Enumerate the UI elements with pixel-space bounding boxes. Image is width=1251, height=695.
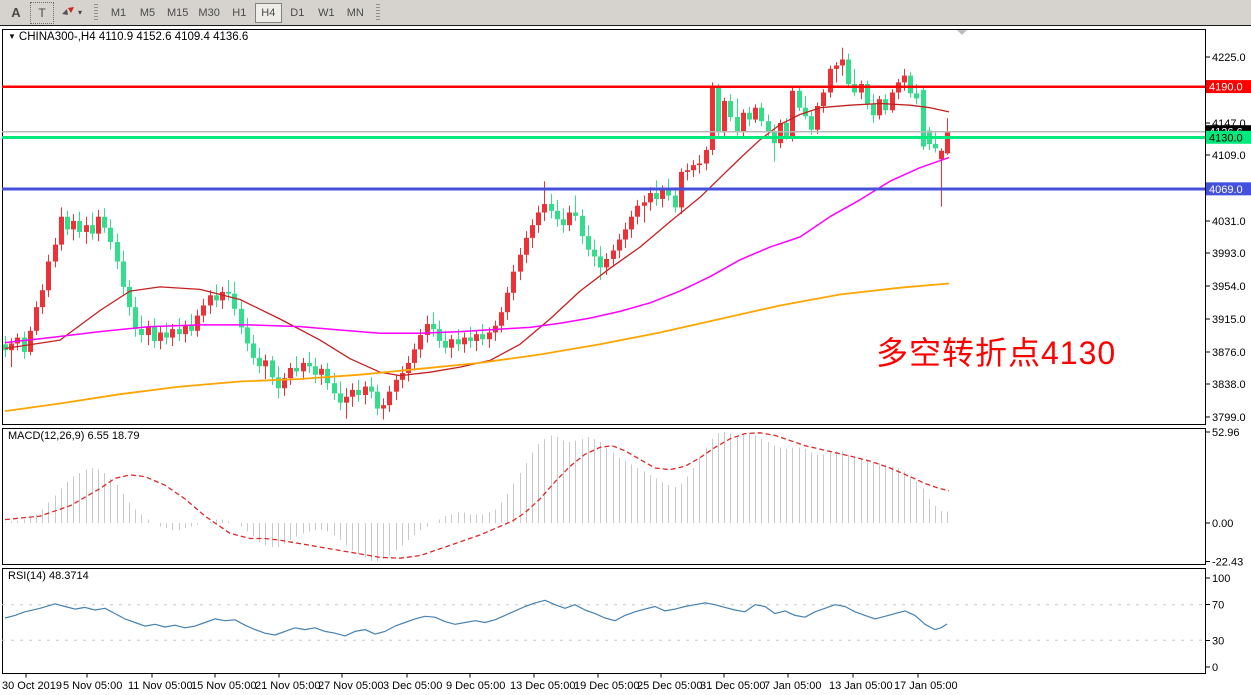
- svg-text:3838.0: 3838.0: [1212, 379, 1246, 391]
- arrows-tool-button[interactable]: ▾: [56, 2, 87, 24]
- toolbar-grip[interactable]: [375, 3, 380, 22]
- svg-text:25 Dec 05:00: 25 Dec 05:00: [637, 680, 702, 692]
- rsi-indicator-label: RSI(14) 48.3714: [8, 570, 89, 582]
- svg-text:15 Nov 05:00: 15 Nov 05:00: [191, 680, 256, 692]
- timeframe-button-m30[interactable]: M30: [194, 3, 223, 23]
- svg-text:0: 0: [1212, 662, 1218, 674]
- horizontal-lines-layer: [2, 85, 1205, 191]
- chart-shift-marker-icon: [957, 30, 967, 35]
- svg-text:4225.0: 4225.0: [1212, 52, 1246, 64]
- timeframe-button-d1[interactable]: D1: [284, 3, 311, 23]
- candles-layer: [3, 47, 950, 420]
- timeframe-button-h1[interactable]: H1: [226, 3, 253, 23]
- timeframe-button-group: M1 M5 M15 M30 H1 H4 D1 W1 MN: [104, 2, 370, 23]
- svg-text:19 Dec 05:00: 19 Dec 05:00: [574, 680, 639, 692]
- price-badge: [1206, 182, 1251, 196]
- price-axis[interactable]: 4225.04147.04109.04031.03993.03954.03915…: [1206, 52, 1246, 674]
- svg-text:-22.43: -22.43: [1212, 557, 1243, 569]
- svg-text:4130.0: 4130.0: [1209, 132, 1243, 144]
- svg-text:3799.0: 3799.0: [1212, 412, 1246, 424]
- symbol-name: CHINA300-,H4: [18, 31, 96, 43]
- collapse-triangle-icon[interactable]: ▼: [8, 32, 16, 41]
- toolbar: A T ▾ M1 M5 M15 M30 H1 H4 D1 W1 MN: [0, 0, 1251, 26]
- svg-text:11 Nov 05:00: 11 Nov 05:00: [128, 680, 193, 692]
- chart-canvas[interactable]: 4225.04147.04109.04031.03993.03954.03915…: [0, 26, 1251, 695]
- toolbar-grip[interactable]: [94, 3, 99, 22]
- text-tool-button[interactable]: T: [30, 1, 54, 24]
- svg-text:4069.0: 4069.0: [1209, 184, 1243, 196]
- svg-text:30 Oct 2019: 30 Oct 2019: [2, 680, 62, 692]
- ma-slow-orange: [4, 282, 950, 412]
- timeframe-button-w1[interactable]: W1: [313, 3, 340, 23]
- price-badge: [1206, 80, 1251, 94]
- timeframe-button-h4[interactable]: H4: [254, 2, 282, 23]
- chart-text-annotation: 多空转折点4130: [876, 335, 1117, 371]
- svg-text:52.96: 52.96: [1212, 427, 1240, 439]
- timeframe-button-mn[interactable]: MN: [342, 3, 369, 23]
- arrows-tool-icon: [61, 5, 76, 21]
- svg-text:30: 30: [1212, 635, 1224, 647]
- svg-text:4109.0: 4109.0: [1212, 150, 1246, 162]
- rsi-layer: [2, 599, 1205, 641]
- macd-signal-line: [4, 432, 950, 559]
- price-badge: [1206, 130, 1251, 144]
- svg-text:5 Nov 05:00: 5 Nov 05:00: [63, 680, 122, 692]
- svg-text:3876.0: 3876.0: [1212, 347, 1246, 359]
- svg-text:27 Nov 05:00: 27 Nov 05:00: [318, 680, 383, 692]
- svg-text:3 Dec 05:00: 3 Dec 05:00: [383, 680, 442, 692]
- svg-text:4190.0: 4190.0: [1209, 82, 1243, 94]
- svg-text:3915.0: 3915.0: [1212, 314, 1246, 326]
- svg-text:21 Nov 05:00: 21 Nov 05:00: [255, 680, 320, 692]
- ma-fast-darkred: [4, 102, 950, 377]
- svg-text:100: 100: [1212, 573, 1230, 585]
- moving-averages-layer: [4, 102, 950, 412]
- svg-text:17 Jan 05:00: 17 Jan 05:00: [894, 680, 958, 692]
- svg-text:3993.0: 3993.0: [1212, 248, 1246, 260]
- timeframe-button-m15[interactable]: M15: [163, 3, 192, 23]
- svg-text:70: 70: [1212, 600, 1224, 612]
- timeframe-button-m5[interactable]: M5: [134, 3, 161, 23]
- text-label-tool-button[interactable]: A: [4, 2, 28, 24]
- svg-text:0.00: 0.00: [1212, 518, 1233, 530]
- svg-text:4031.0: 4031.0: [1212, 216, 1246, 228]
- svg-text:3954.0: 3954.0: [1212, 281, 1246, 293]
- dropdown-caret-icon: ▾: [78, 8, 83, 17]
- rsi-line: [4, 599, 948, 637]
- macd-layer: [4, 432, 950, 562]
- macd-indicator-label: MACD(12,26,9) 6.55 18.79: [8, 430, 140, 442]
- svg-text:9 Dec 05:00: 9 Dec 05:00: [446, 680, 505, 692]
- ma-mid-magenta: [4, 156, 950, 344]
- svg-text:13 Dec 05:00: 13 Dec 05:00: [510, 680, 575, 692]
- timeframe-button-m1[interactable]: M1: [105, 3, 132, 23]
- ohlc-values: 4110.9 4152.6 4109.4 4136.6: [98, 31, 249, 43]
- symbol-title: ▼ CHINA300-,H4 4110.9 4152.6 4109.4 4136.…: [8, 31, 248, 43]
- pane-frames: [2, 29, 1206, 674]
- svg-text:31 Dec 05:00: 31 Dec 05:00: [700, 680, 765, 692]
- svg-text:13 Jan 05:00: 13 Jan 05:00: [829, 680, 893, 692]
- svg-text:7 Jan 05:00: 7 Jan 05:00: [764, 680, 822, 692]
